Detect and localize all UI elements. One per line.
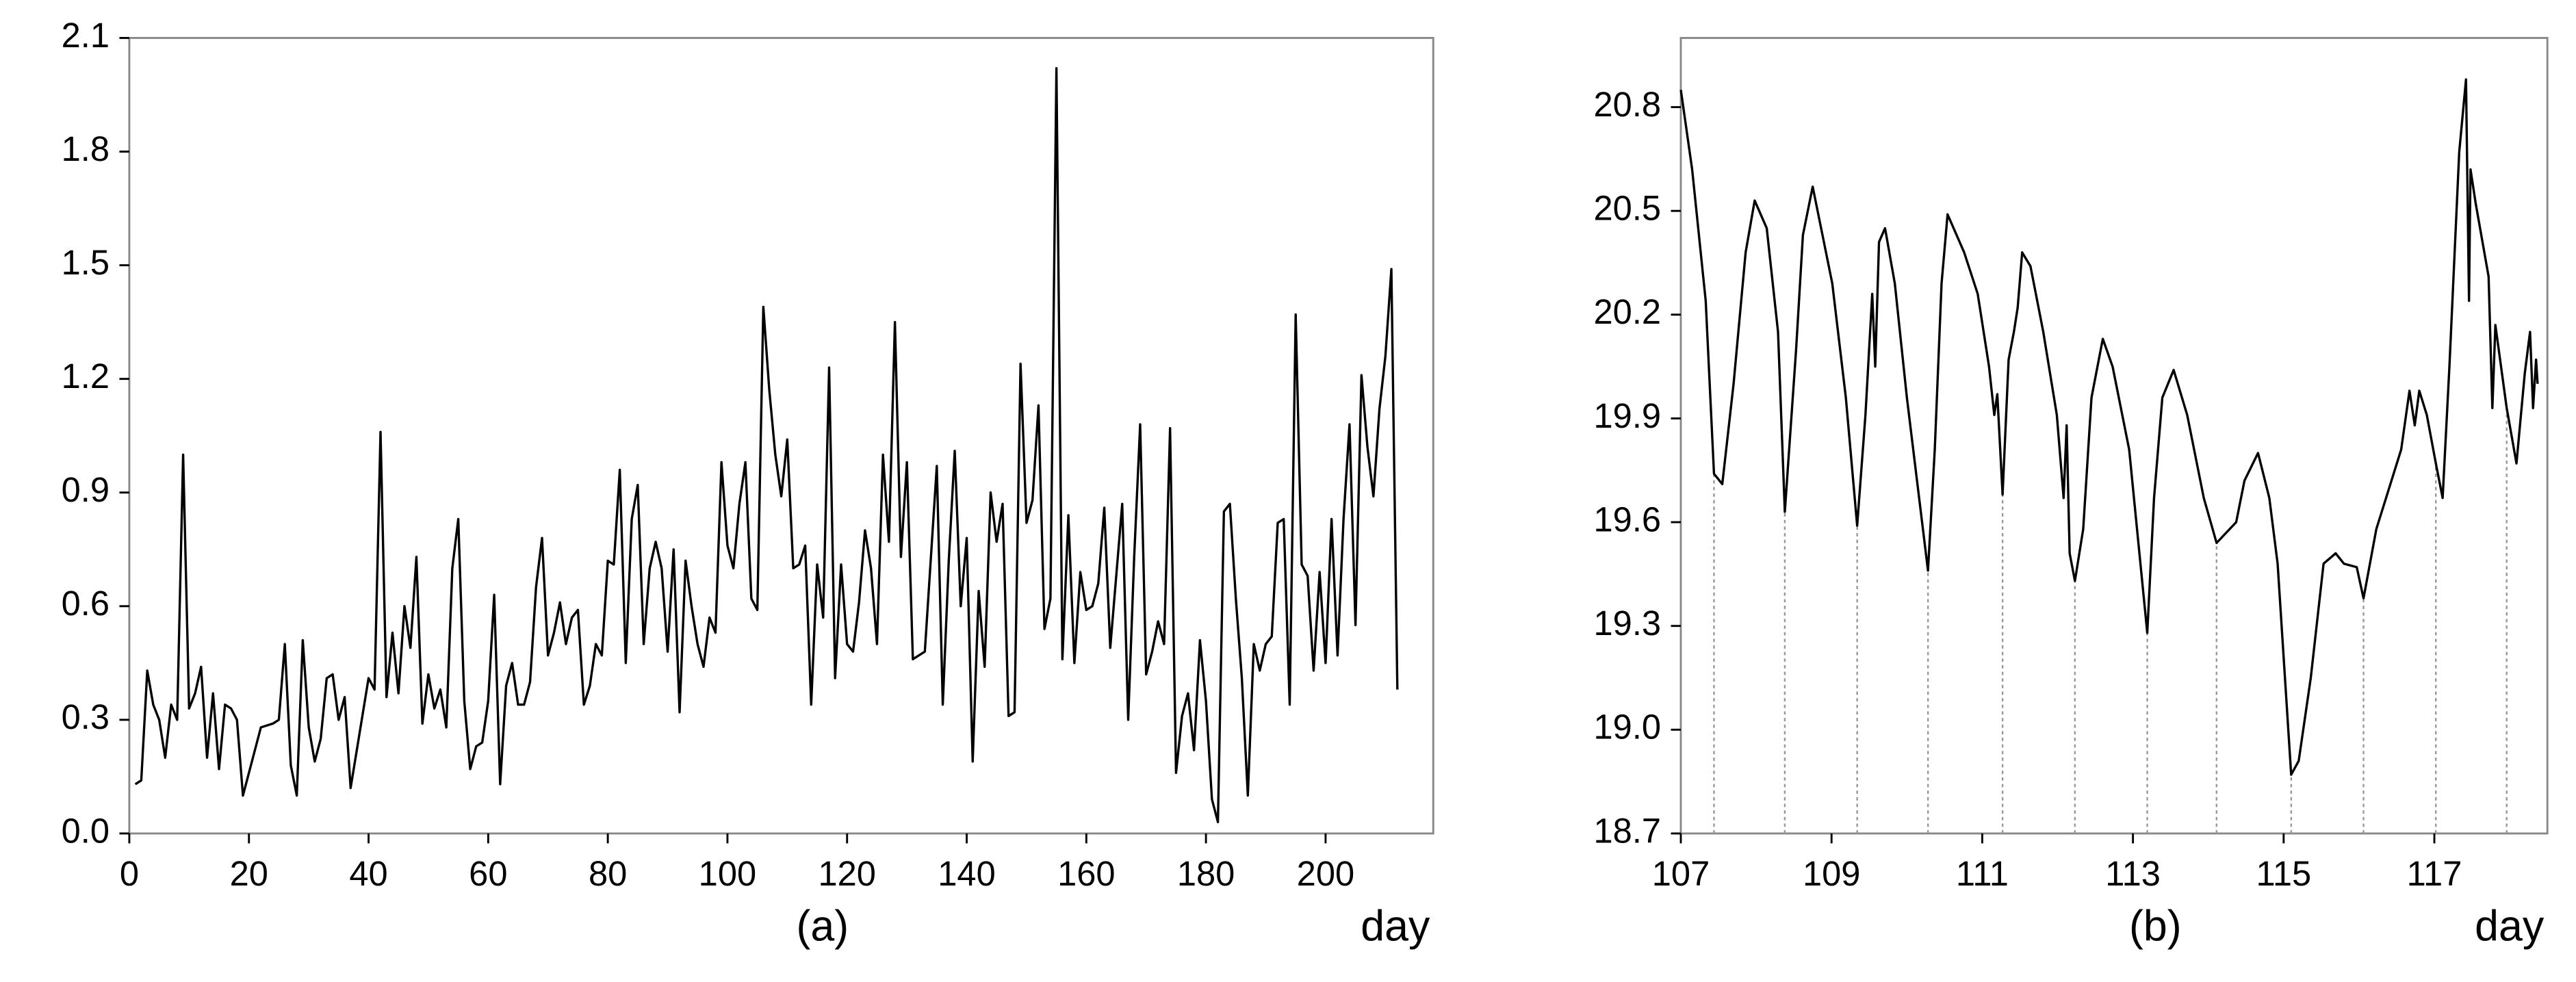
x-tick-label: 0 [120, 854, 139, 893]
x-tick-label: 107 [1652, 854, 1710, 893]
y-tick-label: 18.7 [1594, 811, 1662, 850]
x-tick-label: 60 [469, 854, 507, 893]
x-tick-label: 100 [699, 854, 756, 893]
data-line [1679, 78, 2539, 776]
y-tick-label: 19.9 [1594, 396, 1662, 435]
y-tick-label: 1.8 [62, 129, 110, 168]
y-tick-label: 20.2 [1594, 292, 1662, 331]
y-tick-label: 20.8 [1594, 85, 1662, 124]
x-tick-label: 40 [349, 854, 387, 893]
x-axis-label: day [1361, 902, 1430, 950]
y-tick-label: 0.9 [62, 470, 110, 509]
x-tick-label: 80 [589, 854, 627, 893]
x-axis-label: day [2475, 902, 2545, 950]
y-tick-label: 20.5 [1594, 189, 1662, 228]
caption: (b) [2129, 902, 2182, 950]
data-line [134, 67, 1399, 824]
x-tick-label: 120 [818, 854, 875, 893]
caption: (a) [797, 902, 849, 950]
y-tick-label: 0.6 [62, 584, 110, 623]
y-tick-label: 19.0 [1594, 708, 1662, 747]
x-tick-label: 200 [1297, 854, 1354, 893]
plot-frame [1679, 37, 2549, 835]
y-tick-label: 19.6 [1594, 500, 1662, 539]
y-tick-label: 0.3 [62, 697, 110, 736]
x-tick-label: 160 [1057, 854, 1115, 893]
x-tick-label: 20 [230, 854, 268, 893]
x-tick-label: 115 [2256, 854, 2311, 893]
x-tick-label: 111 [1956, 854, 2009, 893]
x-tick-label: 180 [1177, 854, 1235, 893]
x-tick-label: 117 [2407, 854, 2462, 893]
x-tick-label: 109 [1803, 854, 1860, 893]
y-tick-label: 1.5 [62, 243, 110, 282]
y-tick-label: 1.2 [62, 357, 110, 396]
y-tick-label: 0.0 [62, 811, 110, 850]
x-tick-label: 113 [2105, 854, 2161, 893]
plot-frame [128, 37, 1434, 835]
y-tick-label: 2.1 [62, 16, 110, 55]
x-tick-label: 140 [938, 854, 995, 893]
y-tick-label: 19.3 [1594, 604, 1662, 643]
